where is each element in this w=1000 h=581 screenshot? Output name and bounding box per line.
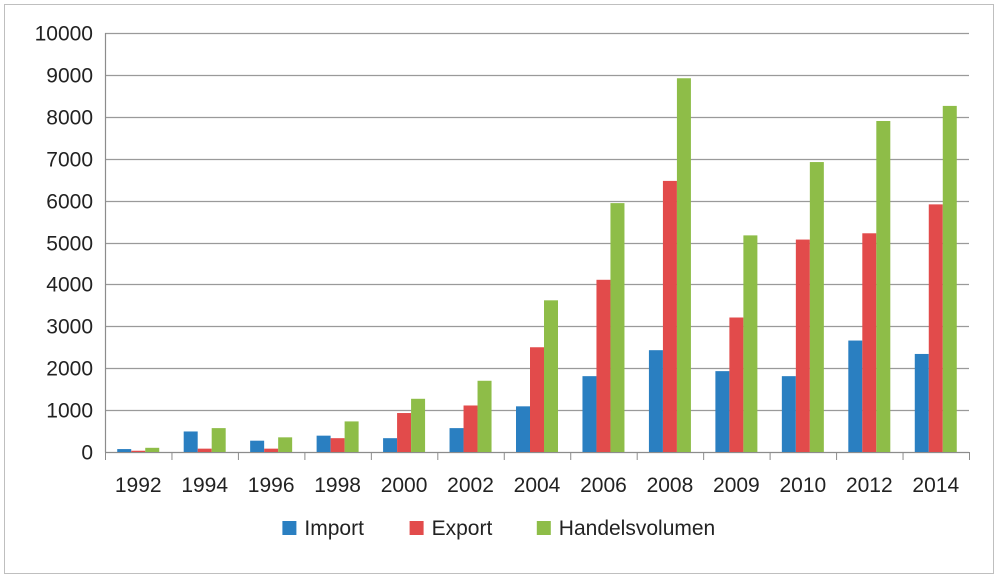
x-axis-ticks: 1992 1994 1996 1998 2000 2002 2004 2006 2008 2009…	[115, 474, 960, 497]
chart-frame: 0 1000 2000 3000 4000 5000 6000 7000 8000 9000 100…	[4, 4, 994, 574]
x-tick-label: 1994	[181, 474, 228, 497]
bar-export-2008	[662, 180, 677, 453]
bars	[117, 78, 957, 453]
bar-handelsvolumen-1994	[211, 428, 226, 452]
legend-swatch-handelsvolumen	[536, 521, 551, 535]
legend-label-import: Import	[304, 517, 364, 540]
bar-handelsvolumen-1992	[145, 447, 160, 452]
y-tick-label: 0	[81, 442, 93, 465]
bar-export-2009	[729, 317, 744, 452]
legend-label-export: Export	[432, 517, 493, 540]
y-tick-label: 1000	[46, 400, 93, 423]
legend-swatch-import	[282, 521, 297, 535]
x-tick-label: 2012	[846, 474, 893, 497]
bar-export-2006	[596, 279, 611, 452]
x-tick-label: 2014	[912, 474, 959, 497]
bar-handelsvolumen-2008	[676, 78, 691, 452]
y-tick-label: 3000	[46, 316, 93, 339]
bar-handelsvolumen-2004	[544, 300, 558, 452]
y-tick-label: 10000	[35, 23, 93, 46]
bar-export-2002	[463, 405, 478, 452]
bar-handelsvolumen-2002	[477, 380, 492, 452]
x-tick-label: 2004	[514, 474, 561, 497]
x-tick-label: 1996	[248, 474, 295, 497]
bar-import-2002	[449, 428, 464, 452]
x-tick-label: 2000	[381, 474, 428, 497]
x-tick-label: 2008	[647, 474, 694, 497]
bar-export-2014	[928, 204, 943, 452]
bar-export-1994	[197, 448, 212, 452]
gridlines	[104, 32, 970, 460]
bar-import-1996	[250, 440, 265, 452]
bar-handelsvolumen-2010	[809, 162, 824, 452]
bar-handelsvolumen-2006	[610, 203, 625, 452]
bar-import-2014	[914, 353, 929, 452]
bar-export-2004	[530, 347, 544, 452]
bar-handelsvolumen-2000	[411, 398, 426, 452]
y-tick-label: 2000	[46, 358, 93, 381]
bar-handelsvolumen-2014	[942, 105, 957, 452]
bar-import-1992	[117, 449, 132, 452]
bar-export-2010	[795, 239, 810, 452]
y-tick-label: 8000	[46, 107, 93, 130]
bar-handelsvolumen-2012	[876, 120, 891, 453]
bar-import-1998	[316, 435, 331, 452]
x-tick-label: 2010	[779, 474, 826, 497]
bar-import-2010	[781, 376, 796, 452]
bar-export-1992	[131, 450, 146, 452]
y-tick-label: 5000	[46, 233, 93, 256]
y-tick-label: 4000	[46, 274, 93, 297]
legend: Import Export Handelsvolumen	[282, 517, 715, 540]
bar-handelsvolumen-2009	[743, 235, 758, 452]
bar-chart: 0 1000 2000 3000 4000 5000 6000 7000 8000 9000 100…	[35, 23, 970, 540]
x-tick-label: 1992	[115, 474, 162, 497]
bar-import-2008	[648, 350, 663, 452]
bar-handelsvolumen-1996	[278, 437, 293, 452]
y-tick-label: 7000	[46, 149, 93, 172]
bar-import-2000	[383, 438, 398, 452]
bar-import-2006	[582, 376, 597, 452]
bar-export-2000	[397, 413, 412, 452]
bar-import-2009	[715, 371, 730, 452]
bar-import-2004	[516, 406, 530, 452]
bar-import-1994	[183, 431, 198, 452]
y-axis-ticks: 0 1000 2000 3000 4000 5000 6000 7000 8000 9000 100…	[35, 23, 93, 465]
y-tick-label: 6000	[46, 191, 93, 214]
x-tick-label: 2006	[580, 474, 627, 497]
bar-export-1996	[264, 448, 279, 452]
y-tick-label: 9000	[46, 65, 93, 88]
bar-export-1998	[330, 438, 345, 452]
legend-swatch-export	[409, 521, 424, 535]
x-tick-label: 2002	[447, 474, 494, 497]
bar-export-2012	[862, 233, 877, 452]
x-tick-label: 2009	[713, 474, 760, 497]
legend-label-handelsvolumen: Handelsvolumen	[559, 517, 715, 540]
bar-import-2012	[848, 340, 863, 452]
bar-handelsvolumen-1998	[344, 421, 359, 452]
x-tick-label: 1998	[314, 474, 361, 497]
